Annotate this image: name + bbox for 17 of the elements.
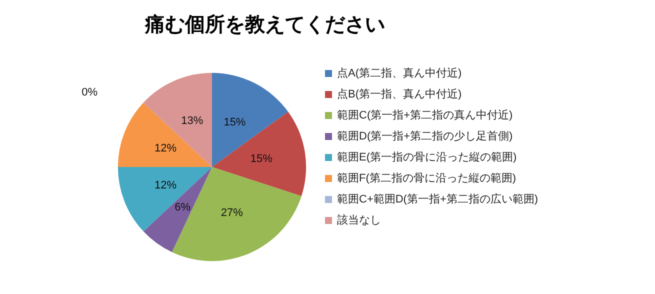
legend-label: 範囲E(第一指の骨に沿った縦の範囲) [337,152,517,164]
data-label: 13% [181,115,204,128]
data-label: 6% [174,201,191,214]
legend-label: 範囲C+範囲D(第一指+第二指の広い範囲) [337,192,538,206]
data-label: 12% [154,179,177,192]
data-label: 27% [220,206,244,219]
text: 0% [82,86,98,98]
legend-label: 範囲C(第一指+第二指の真ん中付近) [337,108,513,122]
legend-label: 点B(第一指、真ん中付近) [337,88,462,100]
data-label: 12% [154,142,177,155]
data-label: 15% [250,153,273,166]
legend-label: 該当なし [337,214,381,226]
legend-label: 点A(第二指、真ん中付近) [337,66,462,80]
chart-title: 痛む個所を教えてください [144,13,385,36]
legend-label: 範囲F(第二指の骨に沿った縦の範囲) [337,172,516,184]
legend-label: 範囲D(第一指+第二指の少し足首側) [337,130,513,142]
data-label: 15% [224,116,246,128]
